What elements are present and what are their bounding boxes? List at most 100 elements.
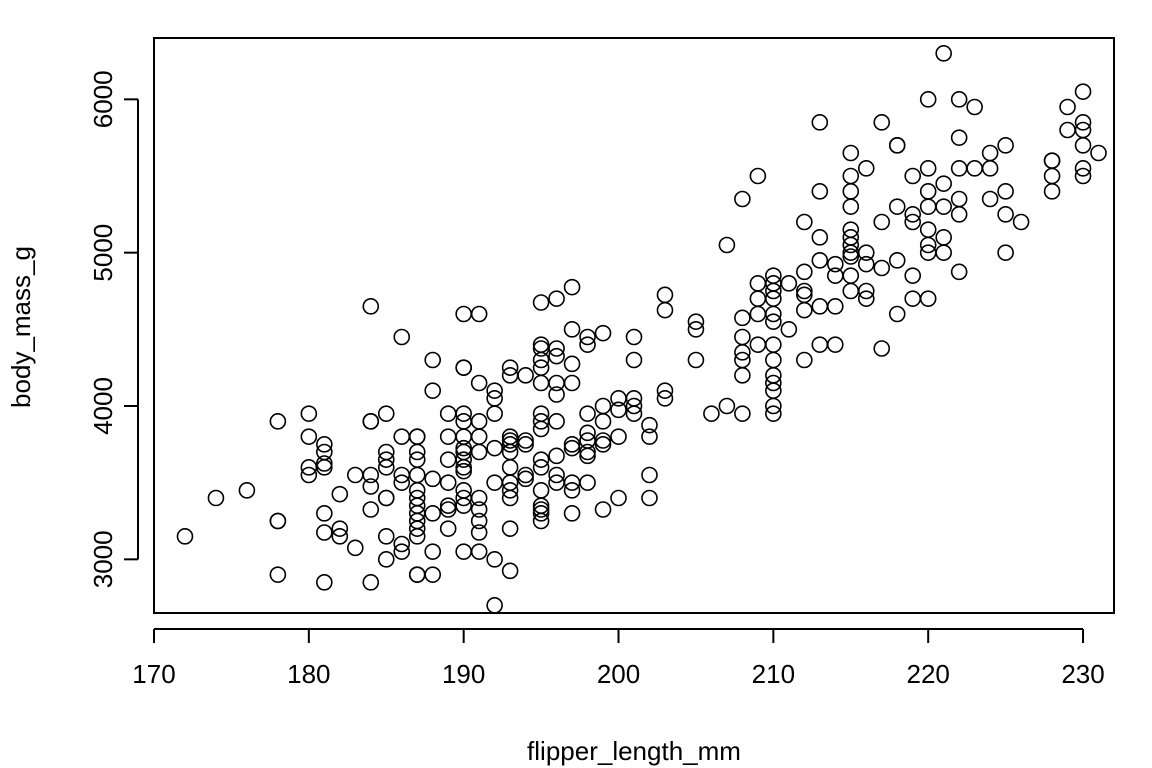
data-point: [439, 474, 457, 491]
data-point: [997, 244, 1014, 261]
y-tick-label: 5000: [88, 224, 118, 282]
data-point: [470, 413, 488, 430]
data-point: [857, 255, 875, 273]
data-point: [1074, 83, 1092, 100]
data-point: [439, 520, 457, 537]
data-point: [811, 114, 829, 131]
data-point: [749, 275, 767, 292]
data-point: [1059, 121, 1076, 139]
data-point: [470, 501, 488, 518]
data-point: [656, 382, 674, 399]
data-point: [316, 574, 333, 591]
data-point: [842, 183, 860, 200]
data-point: [579, 336, 596, 353]
data-point: [734, 190, 751, 208]
data-point: [656, 390, 674, 407]
data-point: [424, 351, 442, 369]
data-point: [1074, 114, 1092, 131]
data-point: [796, 351, 813, 369]
x-tick-label: 180: [287, 659, 330, 689]
data-point: [594, 397, 612, 415]
data-point: [362, 466, 380, 484]
data-point: [950, 206, 968, 223]
y-tick-label: 6000: [88, 70, 118, 128]
data-point: [579, 447, 596, 465]
data-point: [935, 198, 952, 215]
data-point: [548, 386, 565, 403]
data-point: [408, 466, 426, 484]
data-point: [331, 520, 349, 537]
data-point: [408, 428, 426, 445]
data-point: [501, 562, 519, 580]
data-point: [765, 282, 782, 300]
data-point: [501, 489, 519, 507]
data-point: [563, 321, 581, 338]
data-point: [563, 482, 581, 499]
data-point: [718, 236, 736, 254]
data-point: [377, 405, 395, 422]
data-point: [935, 244, 952, 261]
data-point: [765, 313, 782, 330]
data-point: [331, 528, 349, 545]
data-point: [563, 439, 581, 457]
data-point: [888, 305, 906, 323]
data-point: [625, 397, 643, 415]
data-point: [548, 466, 565, 484]
data-point: [687, 313, 705, 330]
data-point: [966, 98, 983, 116]
data-point: [393, 535, 411, 553]
data-point: [888, 137, 906, 154]
data-point: [486, 382, 503, 399]
data-point: [579, 474, 596, 491]
data-point: [904, 290, 922, 307]
data-point: [316, 455, 333, 472]
data-point: [362, 501, 380, 518]
data-point: [780, 275, 798, 292]
data-point: [919, 221, 937, 238]
data-point: [765, 305, 782, 323]
data-point: [316, 524, 333, 541]
data-point: [486, 405, 503, 422]
data-point: [548, 340, 565, 357]
data-point: [439, 501, 457, 518]
data-point: [796, 282, 813, 300]
data-point: [470, 428, 488, 445]
data-point: [641, 428, 658, 445]
data-point: [734, 344, 751, 361]
data-point: [625, 405, 643, 422]
data-point: [269, 413, 287, 430]
data-point: [563, 374, 581, 392]
data-point: [842, 267, 860, 284]
x-tick-label: 170: [132, 659, 175, 689]
data-point: [455, 405, 472, 422]
data-point: [594, 413, 612, 430]
data-point: [563, 278, 581, 296]
data-point: [997, 183, 1014, 200]
data-point: [393, 474, 411, 491]
data-point: [904, 167, 922, 185]
data-point: [857, 290, 875, 307]
data-point: [331, 485, 349, 503]
data-point: [904, 267, 922, 284]
data-point: [888, 252, 906, 269]
data-point: [734, 405, 751, 422]
data-point: [904, 206, 922, 223]
y-tick-label: 4000: [88, 377, 118, 435]
data-point: [687, 321, 705, 338]
data-point: [517, 436, 534, 453]
data-point: [765, 397, 782, 415]
data-point: [424, 382, 442, 399]
data-point: [470, 543, 488, 560]
data-point: [641, 489, 658, 507]
data-point: [826, 267, 844, 284]
data-point: [842, 167, 860, 185]
data-point: [393, 543, 411, 560]
data-point: [362, 478, 380, 495]
data-point: [532, 459, 550, 476]
data-point: [950, 263, 968, 281]
data-point: [532, 501, 550, 518]
data-point: [765, 374, 782, 392]
data-point: [470, 524, 488, 541]
data-point: [919, 160, 937, 177]
data-point: [687, 351, 705, 369]
